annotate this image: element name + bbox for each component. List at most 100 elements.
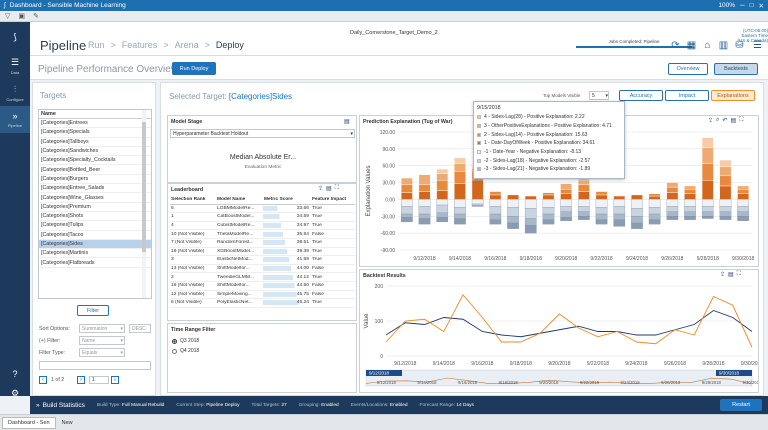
- time-range-option[interactable]: Q4 2018: [172, 348, 199, 354]
- close-icon[interactable]: ✕: [758, 2, 764, 10]
- target-item[interactable]: [Categories]Shots: [39, 212, 151, 222]
- refresh-icon[interactable]: ⟳: [671, 40, 680, 51]
- search-icon[interactable]: ⌕: [111, 376, 119, 384]
- leaderboard-row[interactable]: 10 (Not Visible) ThetaModelRe... 35.84 Fals…: [170, 230, 355, 239]
- target-item[interactable]: [Categories]Sides: [39, 239, 151, 250]
- explanations-button[interactable]: Explanations: [711, 90, 755, 101]
- leaderboard-row[interactable]: 6 (Not Visible) PolyElasticNet... 46.24 Tru…: [170, 299, 355, 308]
- share-icon[interactable]: ⇪: [708, 118, 714, 124]
- menu-icon[interactable]: ☰: [753, 40, 762, 51]
- filter-type-select[interactable]: Equals ▾: [79, 348, 125, 357]
- col-selection-rank[interactable]: Selection Rank: [171, 197, 206, 203]
- share-icon[interactable]: ⇪: [318, 186, 324, 192]
- settings-icon[interactable]: ⚙: [10, 388, 20, 398]
- positive-bar-segment: [666, 182, 679, 188]
- target-item[interactable]: [Categories]Tacos: [39, 231, 151, 240]
- leaderboard-row[interactable]: 7 (Not Visible) RandomForest... 38.51 True: [170, 239, 355, 248]
- nav-logo-icon[interactable]: ⟆: [13, 31, 17, 42]
- zoom-icon[interactable]: ⌕: [716, 117, 720, 123]
- expand-icon[interactable]: ⛶: [736, 271, 741, 277]
- target-item[interactable]: [Categories]Entree_Salads: [39, 184, 151, 194]
- crumb-run[interactable]: Run: [88, 40, 105, 50]
- filter-input[interactable]: [39, 361, 151, 370]
- filter-icon[interactable]: ▽: [5, 13, 11, 20]
- col-model-name[interactable]: Model Name: [217, 197, 246, 203]
- target-item[interactable]: [Categories]Tallboys: [39, 138, 151, 147]
- target-item[interactable]: [Categories]Martinis: [39, 249, 151, 259]
- target-item[interactable]: [Categories]Wine_Glasses: [39, 193, 151, 203]
- target-item[interactable]: [Categories]Tulips: [39, 221, 151, 231]
- leaderboard-row[interactable]: 12 (Not Visible) SimpleMoving... 45.75 Fals…: [170, 291, 355, 300]
- expand-icon[interactable]: ⛶: [334, 185, 339, 191]
- accuracy-button[interactable]: Accuracy: [619, 90, 663, 101]
- nav-item-data[interactable]: ☰ Data: [0, 52, 30, 79]
- predicted-line: [385, 293, 753, 348]
- database-icon[interactable]: ⛁: [735, 40, 744, 51]
- impact-button[interactable]: Impact: [665, 90, 709, 101]
- x-tick-label: 9/14/2018: [449, 256, 471, 262]
- target-item[interactable]: [Categories]Premium: [39, 203, 151, 212]
- nav-item-configure[interactable]: ⫶ Configure: [0, 79, 30, 106]
- image-icon[interactable]: ▣: [18, 13, 26, 20]
- target-item[interactable]: [Categories]Specials: [39, 128, 151, 138]
- leaderboard-row[interactable]: 2 TweedieGLMM... 44.12 True: [170, 273, 355, 282]
- grid-icon[interactable]: ▥: [718, 40, 729, 51]
- share-icon[interactable]: ⇪: [720, 272, 726, 278]
- leaderboard-row[interactable]: 19 (Not Visible) XGBoostModel... 39.39 True: [170, 248, 355, 257]
- maximize-icon[interactable]: □: [749, 2, 754, 9]
- target-item[interactable]: [Categories]Flatbreads: [39, 258, 151, 268]
- sort-direction-select[interactable]: DESC: [129, 324, 151, 333]
- target-item[interactable]: [Categories]Bottled_Beer: [39, 165, 151, 175]
- help-icon[interactable]: ?: [12, 368, 18, 379]
- restart-button[interactable]: Restart: [720, 399, 762, 411]
- target-item[interactable]: [Categories]Burgers: [39, 175, 151, 185]
- taskbar-tab-dashboard[interactable]: Dashboard - Sen: [2, 416, 56, 429]
- model-stage-select[interactable]: Hyperparameter Backtest Holdout ▾: [170, 129, 355, 138]
- filter-select[interactable]: Name ▾: [79, 336, 125, 345]
- leaderboard-row[interactable]: 1 CatBoostModel... 34.59 True: [170, 213, 355, 222]
- nav-item-pipeline[interactable]: » Pipeline: [0, 106, 30, 133]
- target-item[interactable]: [Categories]Specialty_Cocktails: [39, 156, 151, 166]
- prev-page-icon[interactable]: ‹: [39, 376, 47, 384]
- target-item[interactable]: [Categories]Entrees: [39, 119, 151, 129]
- backtests-button[interactable]: Backtests: [714, 63, 758, 75]
- target-item[interactable]: [Categories]Sandwiches: [39, 147, 151, 157]
- minimize-icon[interactable]: ─: [740, 2, 745, 9]
- crumb-arena[interactable]: Arena: [174, 40, 199, 50]
- leaderboard-header-row: Selection Rank Model Name Metric Score F…: [170, 196, 355, 205]
- col-metric-score[interactable]: Metric Score: [264, 197, 293, 203]
- sort-select[interactable]: Summation ▾: [79, 324, 125, 333]
- col-feature-impact[interactable]: Feature Impact: [312, 197, 347, 203]
- taskbar-tab-new[interactable]: New: [61, 419, 73, 426]
- overview-button[interactable]: Overview: [668, 63, 708, 75]
- leaderboard-row[interactable]: 16 (Not Visible) ShiftModelfor... 44.50 Fal…: [170, 282, 355, 291]
- targets-scrollbar[interactable]: [142, 110, 146, 298]
- leaderboard-row[interactable]: 3 ElasticNetMod... 41.59 True: [170, 256, 355, 265]
- comment-icon[interactable]: ▤: [326, 186, 332, 192]
- crumb-deploy[interactable]: Deploy: [215, 40, 244, 50]
- home-icon[interactable]: ⌂: [704, 40, 711, 51]
- filter-button[interactable]: Filter: [77, 305, 109, 316]
- range-navigator: [365, 369, 753, 387]
- leaderboard-row[interactable]: 13 (Not Visible) ShiftModelfor... 44.00 Fal…: [170, 265, 355, 274]
- negative-bar-segment: [489, 199, 502, 207]
- expand-icon[interactable]: ⛶: [739, 117, 744, 123]
- build-statistics[interactable]: » Build Statistics: [36, 402, 85, 409]
- reset-icon[interactable]: ↶: [722, 118, 728, 124]
- page-input[interactable]: 1: [89, 376, 109, 384]
- time-range-option[interactable]: Q3 2018: [172, 338, 199, 344]
- run-deploy-button[interactable]: Run Deploy: [172, 62, 216, 75]
- comment-icon[interactable]: ▤: [728, 272, 734, 278]
- leaderboard-row[interactable]: 4 CubistModelRe... 34.97 True: [170, 222, 355, 231]
- comment-icon[interactable]: ▤: [344, 119, 350, 125]
- comment-icon[interactable]: ▤: [730, 118, 737, 124]
- negative-bar-segment: [719, 199, 732, 207]
- next-page-icon[interactable]: ›: [77, 376, 85, 384]
- top-models-select[interactable]: 5 ▾: [589, 91, 609, 100]
- x-tick-label: 9/16/2018: [471, 361, 493, 367]
- pencil-icon[interactable]: ✎: [33, 13, 39, 20]
- positive-bar-segment: [684, 189, 696, 195]
- leaderboard-row[interactable]: 5 LGBMModelRe... 33.66 True: [170, 205, 355, 214]
- crumb-features[interactable]: Features: [121, 40, 158, 50]
- layout-icon[interactable]: ▦: [686, 40, 697, 51]
